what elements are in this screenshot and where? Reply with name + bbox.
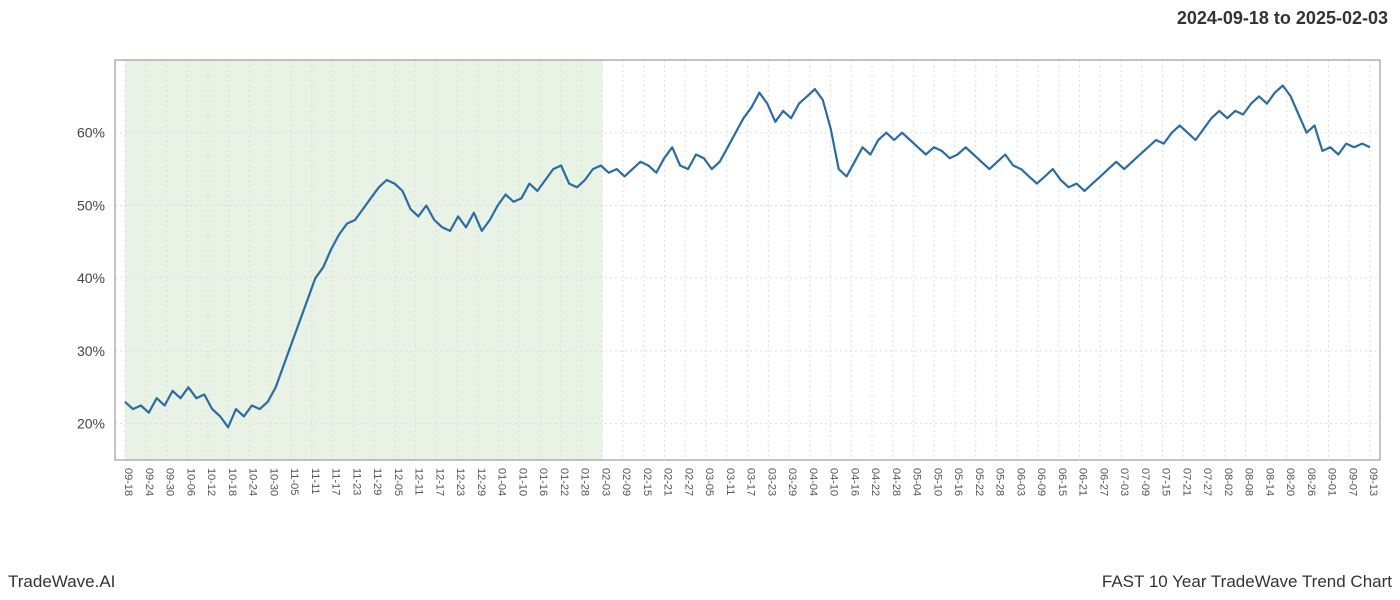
x-tick-label: 12-17	[433, 468, 445, 496]
y-tick-label: 40%	[77, 270, 105, 286]
x-tick-label: 03-05	[703, 468, 715, 496]
x-tick-label: 08-26	[1305, 468, 1317, 496]
x-tick-label: 11-17	[330, 468, 342, 495]
x-tick-label: 09-18	[122, 468, 134, 496]
x-tick-label: 06-21	[1077, 468, 1089, 496]
x-tick-label: 03-11	[724, 468, 736, 495]
y-tick-label: 30%	[77, 343, 105, 359]
x-tick-label: 08-14	[1263, 468, 1275, 496]
x-tick-label: 11-29	[371, 468, 383, 495]
y-tick-label: 20%	[77, 416, 105, 432]
x-tick-label: 09-30	[164, 468, 176, 496]
x-tick-label: 03-23	[765, 468, 777, 496]
x-tick-label: 09-01	[1326, 468, 1338, 496]
x-tick-label: 07-21	[1180, 468, 1192, 496]
x-tick-label: 06-15	[1056, 468, 1068, 496]
x-tick-label: 03-17	[745, 468, 757, 496]
x-tick-label: 12-05	[392, 468, 404, 496]
x-tick-label: 05-04	[911, 468, 923, 496]
x-tick-label: 11-11	[309, 468, 321, 495]
x-tick-label: 04-22	[869, 468, 881, 496]
x-tick-label: 07-09	[1139, 468, 1151, 496]
x-tick-label: 12-11	[413, 468, 425, 495]
x-tick-label: 03-29	[786, 468, 798, 496]
chart-title: FAST 10 Year TradeWave Trend Chart	[1102, 572, 1392, 592]
chart-container: 20% 30% 40% 50% 60% 09-18 09-24 09-30 10-06 10-12…	[0, 40, 1400, 550]
x-tick-label: 10-24	[247, 468, 259, 496]
y-tick-label: 60%	[77, 125, 105, 141]
x-tick-label: 09-07	[1346, 468, 1358, 496]
x-tick-label: 01-22	[558, 468, 570, 496]
y-tick-label: 50%	[77, 197, 105, 213]
x-tick-label: 10-18	[226, 468, 238, 496]
x-tick-label: 08-02	[1222, 468, 1234, 496]
highlight-band	[125, 60, 602, 460]
x-tick-label: 07-03	[1118, 468, 1130, 496]
x-tick-label: 04-28	[890, 468, 902, 496]
x-tick-label: 07-15	[1160, 468, 1172, 496]
x-tick-label: 05-10	[931, 468, 943, 496]
x-tick-label: 01-04	[496, 468, 508, 496]
x-tick-label: 02-03	[599, 468, 611, 496]
x-tick-label: 02-27	[682, 468, 694, 496]
x-tick-label: 11-05	[288, 468, 300, 495]
x-tick-label: 02-15	[641, 468, 653, 496]
x-tick-label: 05-28	[994, 468, 1006, 496]
date-range-label: 2024-09-18 to 2025-02-03	[1177, 8, 1388, 29]
x-tick-label: 10-06	[184, 468, 196, 496]
x-tick-label: 01-28	[579, 468, 591, 496]
x-tick-label: 10-30	[267, 468, 279, 496]
x-tick-label: 06-09	[1035, 468, 1047, 496]
x-tick-label: 06-27	[1097, 468, 1109, 496]
x-tick-label: 10-12	[205, 468, 217, 496]
x-tick-label: 01-16	[537, 468, 549, 496]
x-tick-label: 02-09	[620, 468, 632, 496]
x-tick-label: 12-29	[475, 468, 487, 496]
x-tick-label: 04-04	[807, 468, 819, 496]
x-tick-label: 07-27	[1201, 468, 1213, 496]
x-tick-label: 12-23	[454, 468, 466, 496]
x-tick-label: 08-08	[1243, 468, 1255, 496]
footer-brand: TradeWave.AI	[8, 572, 115, 592]
x-tick-label: 05-16	[952, 468, 964, 496]
x-tick-label: 08-20	[1284, 468, 1296, 496]
x-tick-label: 09-24	[143, 468, 155, 496]
x-tick-label: 04-16	[848, 468, 860, 496]
x-tick-label: 04-10	[828, 468, 840, 496]
x-tick-label: 06-03	[1014, 468, 1026, 496]
x-tick-label: 09-13	[1367, 468, 1379, 496]
trend-chart: 20% 30% 40% 50% 60% 09-18 09-24 09-30 10-06 10-12…	[0, 40, 1400, 550]
x-tick-label: 11-23	[350, 468, 362, 495]
x-tick-label: 05-22	[973, 468, 985, 496]
x-tick-label: 02-21	[662, 468, 674, 496]
x-tick-label: 01-10	[516, 468, 528, 496]
